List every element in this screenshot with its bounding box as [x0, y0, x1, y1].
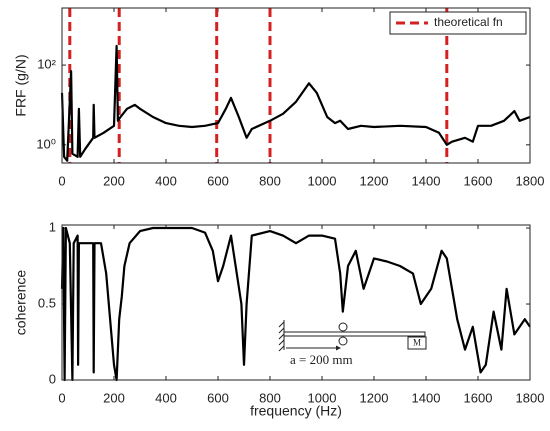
x-tick-label: 1200	[360, 173, 389, 188]
data-line	[60, 44, 531, 162]
x-tick-label: 1800	[516, 173, 545, 188]
x-tick-label: 600	[207, 390, 229, 405]
distance-label: a = 200 mm	[290, 352, 353, 367]
x-tick-label: 600	[207, 173, 229, 188]
arrow-head	[336, 345, 341, 351]
legend-box	[389, 11, 527, 35]
x-tick-label: 400	[155, 173, 177, 188]
x-tick-label: 0	[58, 173, 65, 188]
x-tick-label: 1000	[308, 390, 337, 405]
y-axis-label: FRF (g/N)	[13, 54, 29, 116]
hatch	[278, 321, 285, 352]
support	[338, 322, 348, 332]
data-line	[60, 226, 531, 382]
x-tick-label: 800	[259, 173, 281, 188]
axes-box	[61, 224, 531, 381]
y-tick-label: 0	[49, 371, 56, 386]
x-tick-label: 1600	[464, 173, 493, 188]
plot: 0 200 400 600 800 1000 1200 1400 1600 1800 10⁰ 10² F…	[13, 7, 545, 188]
x-tick-label: 800	[259, 390, 281, 405]
x-tick-label: 1600	[464, 390, 493, 405]
plot: 0 200 400 600 800 1000 1200 1400 1600 1800 0 0.5 1 co…	[13, 219, 545, 418]
legend-label: theoretical fn	[434, 15, 503, 29]
x-tick-label: 200	[103, 173, 125, 188]
mass	[407, 336, 427, 350]
x-axis-label: frequency (Hz)	[250, 403, 342, 419]
y-tick-label: 1	[49, 219, 56, 234]
x-tick-label: 400	[155, 390, 177, 405]
x-tick-label: 1200	[360, 390, 389, 405]
x-tick-label: 0	[58, 390, 65, 405]
y-tick-label: 10⁰	[36, 136, 56, 151]
x-tick-label: 1400	[412, 173, 441, 188]
x-tick-label: 1000	[308, 173, 337, 188]
mass-label: M	[413, 338, 421, 348]
y-tick-label: 10²	[37, 57, 56, 72]
axes-box	[61, 7, 531, 164]
y-axis-label: coherence	[13, 270, 29, 336]
y-tick-label: 0.5	[38, 295, 56, 310]
x-tick-label: 1800	[516, 390, 545, 405]
inset-diagram: M a = 200 mm	[278, 320, 427, 367]
support	[338, 336, 348, 346]
beam	[283, 331, 426, 337]
x-tick-label: 1400	[412, 390, 441, 405]
x-tick-label: 200	[103, 390, 125, 405]
